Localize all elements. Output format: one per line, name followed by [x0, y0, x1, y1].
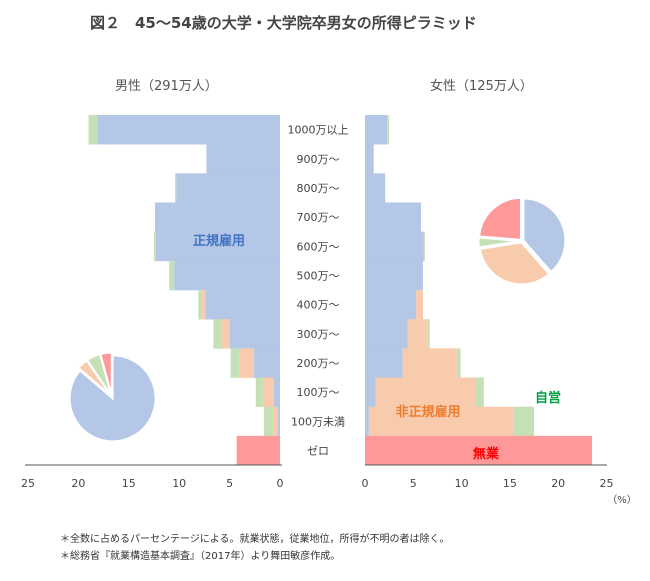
bar-male-2-4 — [154, 231, 157, 262]
tick-left: 20 — [71, 477, 85, 490]
bar-male-2-2 — [175, 173, 177, 203]
bar-female-2-8 — [456, 348, 461, 378]
bar-female-1-6 — [416, 290, 423, 320]
category-label: 100万〜 — [297, 386, 340, 399]
category-label: 400万〜 — [297, 299, 340, 312]
bar-female-0-7 — [365, 319, 408, 349]
bar-male-0-7 — [229, 319, 280, 349]
pie-slice-female-2 — [477, 236, 521, 249]
tick-left: 15 — [122, 477, 136, 490]
bar-male-0-8 — [253, 348, 280, 378]
chart-title: 図２ 45〜54歳の大学・大学院卒男女の所得ピラミッド — [90, 14, 477, 32]
bar-female-0-8 — [365, 348, 403, 378]
bar-male-2-0 — [88, 115, 98, 145]
category-label: 800万〜 — [297, 182, 340, 195]
footnote-2: ＊総務省『就業構造基本調査』（2017年）より舞田敏彦作成。 — [60, 551, 341, 562]
pie-slice-female-0 — [522, 197, 567, 274]
category-label: 600万〜 — [297, 240, 340, 253]
bar-female-2-4 — [423, 231, 425, 262]
bar-female-2-0 — [387, 115, 390, 145]
category-label: 700万〜 — [297, 211, 340, 224]
tick-left: 25 — [21, 477, 35, 490]
category-label: 300万〜 — [297, 328, 340, 341]
bar-male-2-10 — [263, 406, 273, 437]
category-label: 900万〜 — [297, 153, 340, 166]
tick-right: 0 — [362, 477, 369, 490]
bar-female-0-9 — [365, 377, 376, 407]
tick-right: 15 — [503, 477, 517, 490]
bar-male-0-4 — [156, 231, 280, 262]
bar-male-2-8 — [230, 348, 240, 378]
bar-male-0-2 — [176, 173, 280, 203]
bar-female-2-10 — [513, 406, 535, 437]
bar-male-0-10 — [277, 406, 280, 437]
tick-left: 10 — [172, 477, 186, 490]
footnote-1: ＊全数に占めるパーセンテージによる。就業状態，従業地位，所得が不明の者は除く。 — [60, 534, 450, 545]
bar-male-2-9 — [255, 377, 263, 407]
bar-female-1-10 — [368, 406, 514, 437]
category-label: 100万未満 — [291, 415, 345, 428]
bar-male-2-7 — [213, 319, 222, 349]
category-label: 1000万以上 — [288, 124, 349, 137]
bar-male-1-8 — [239, 348, 254, 378]
bar-male-1-9 — [262, 377, 274, 407]
bar-female-0-1 — [365, 144, 374, 174]
bar-female-2-7 — [427, 319, 430, 349]
bar-female-0-3 — [365, 202, 422, 232]
tick-left: 0 — [277, 477, 284, 490]
bar-female-0-2 — [365, 173, 386, 203]
bar-male-0-1 — [206, 144, 280, 174]
bar-male-0-0 — [97, 115, 280, 145]
series-label: 正規雇用 — [193, 233, 245, 249]
unit-label: （%） — [607, 494, 637, 506]
bar-male-1-10 — [272, 406, 278, 437]
bar-male-0-6 — [205, 290, 280, 320]
bar-male-0-5 — [174, 260, 280, 291]
tick-right: 25 — [600, 477, 614, 490]
tick-right: 5 — [410, 477, 417, 490]
bar-male-0-3 — [155, 202, 280, 232]
bar-male-2-6 — [198, 290, 202, 320]
pie-slice-female-3 — [478, 196, 522, 241]
female-panel-label: 女性（125万人） — [430, 79, 533, 94]
category-label: 500万〜 — [297, 269, 340, 282]
series-label: 無業 — [473, 446, 500, 462]
bar-male-2-5 — [169, 260, 175, 291]
bar-female-0-0 — [365, 115, 388, 145]
series-label: 自営 — [535, 390, 561, 406]
bar-male-1-7 — [221, 319, 230, 349]
pie-slice-male-0 — [68, 354, 157, 443]
bar-female-1-9 — [375, 377, 477, 407]
male-panel-label: 男性（291万人） — [115, 79, 218, 94]
bar-female-2-9 — [476, 377, 484, 407]
bar-female-0-6 — [365, 290, 417, 320]
bar-male-1-6 — [201, 290, 206, 320]
category-label: 200万〜 — [297, 357, 340, 370]
bar-female-0-10 — [365, 406, 369, 437]
pie-slice-female-1 — [478, 241, 551, 286]
tick-right: 20 — [551, 477, 565, 490]
bar-female-1-7 — [407, 319, 428, 349]
series-label: 非正規雇用 — [395, 404, 460, 420]
bar-female-1-8 — [402, 348, 457, 378]
category-label: ゼロ — [307, 444, 329, 457]
tick-left: 5 — [226, 477, 233, 490]
bar-female-0-5 — [365, 260, 423, 291]
bar-male-0-9 — [273, 377, 280, 407]
bar-female-3-11 — [365, 435, 593, 466]
tick-right: 10 — [455, 477, 469, 490]
bar-female-0-4 — [365, 231, 424, 262]
pie-slice-male-3 — [99, 351, 113, 396]
bar-male-3-11 — [236, 435, 280, 466]
